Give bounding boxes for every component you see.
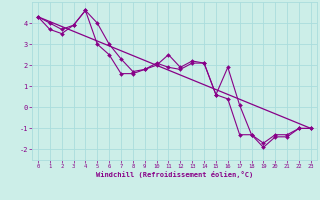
X-axis label: Windchill (Refroidissement éolien,°C): Windchill (Refroidissement éolien,°C) [96,171,253,178]
